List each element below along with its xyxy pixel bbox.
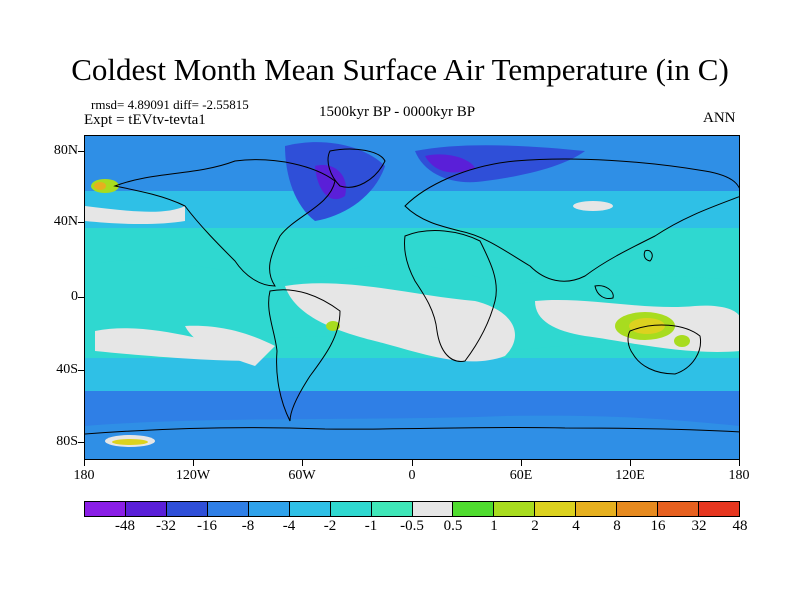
colorbar-swatch — [576, 502, 618, 516]
colorbar-swatch — [535, 502, 577, 516]
colorbar-label: -0.5 — [400, 518, 424, 534]
ytick-80n — [78, 151, 84, 152]
colorbar-label: 16 — [650, 518, 666, 534]
ytick-40s — [78, 370, 84, 371]
xtick-180e — [739, 460, 740, 466]
xtick-label-0: 0 — [408, 468, 416, 483]
ytick-label-80s: 80S — [56, 434, 78, 449]
experiment-text: Expt = tEVtv-tevta1 — [84, 112, 206, 128]
xtick-120e — [630, 460, 631, 466]
colorbar-label: 1 — [490, 518, 498, 534]
ytick-40n — [78, 222, 84, 223]
world-map — [84, 135, 740, 460]
ytick-label-0: 0 — [71, 289, 78, 304]
colorbar-label: 32 — [691, 518, 707, 534]
period-text: 1500kyr BP - 0000kyr BP — [319, 104, 476, 120]
colorbar-label: 4 — [572, 518, 580, 534]
xtick-60w — [302, 460, 303, 466]
colorbar-label: 2 — [531, 518, 539, 534]
colorbar — [84, 501, 740, 517]
rmsd-diff-text: rmsd= 4.89091 diff= -2.55815 — [91, 97, 249, 112]
colorbar-label: -16 — [197, 518, 217, 534]
colorbar-swatch — [617, 502, 659, 516]
season-text: ANN — [703, 110, 736, 126]
xtick-label-120e: 120E — [615, 468, 645, 483]
colorbar-label: -2 — [323, 518, 337, 534]
colorbar-swatch — [166, 502, 208, 516]
colorbar-swatch — [658, 502, 700, 516]
ytick-label-40n: 40N — [53, 214, 78, 229]
xtick-label-180w: 180 — [73, 468, 95, 483]
colorbar-swatch — [453, 502, 495, 516]
colorbar-swatch — [412, 502, 454, 516]
xtick-label-60w: 60W — [288, 468, 316, 483]
xtick-0 — [412, 460, 413, 466]
colorbar-swatch — [85, 502, 126, 516]
xtick-180w — [84, 460, 85, 466]
colorbar-label: 48 — [732, 518, 748, 534]
xtick-label-180e: 180 — [728, 468, 750, 483]
ytick-0 — [78, 297, 84, 298]
colorbar-label: -32 — [156, 518, 176, 534]
ytick-label-80n: 80N — [53, 143, 78, 158]
coastlines — [85, 148, 739, 435]
xtick-label-120w: 120W — [175, 468, 211, 483]
colorbar-label: -1 — [364, 518, 378, 534]
colorbar-swatch — [289, 502, 331, 516]
colorbar-label: 0.5 — [443, 518, 463, 534]
colorbar-swatch — [207, 502, 249, 516]
colorbar-swatch — [125, 502, 167, 516]
colorbar-swatch — [371, 502, 413, 516]
colorbar-swatch — [330, 502, 372, 516]
ytick-label-40s: 40S — [56, 362, 78, 377]
colorbar-swatch — [248, 502, 290, 516]
map-title: Coldest Month Mean Surface Air Temperatu… — [71, 52, 729, 87]
xtick-60e — [521, 460, 522, 466]
colorbar-label: -4 — [282, 518, 296, 534]
colorbar-label: 8 — [613, 518, 621, 534]
xtick-120w — [193, 460, 194, 466]
colorbar-swatch — [494, 502, 536, 516]
ytick-80s — [78, 442, 84, 443]
colorbar-label: -8 — [241, 518, 255, 534]
colorbar-swatch — [699, 502, 739, 516]
xtick-label-60e: 60E — [509, 468, 533, 483]
colorbar-label: -48 — [115, 518, 135, 534]
